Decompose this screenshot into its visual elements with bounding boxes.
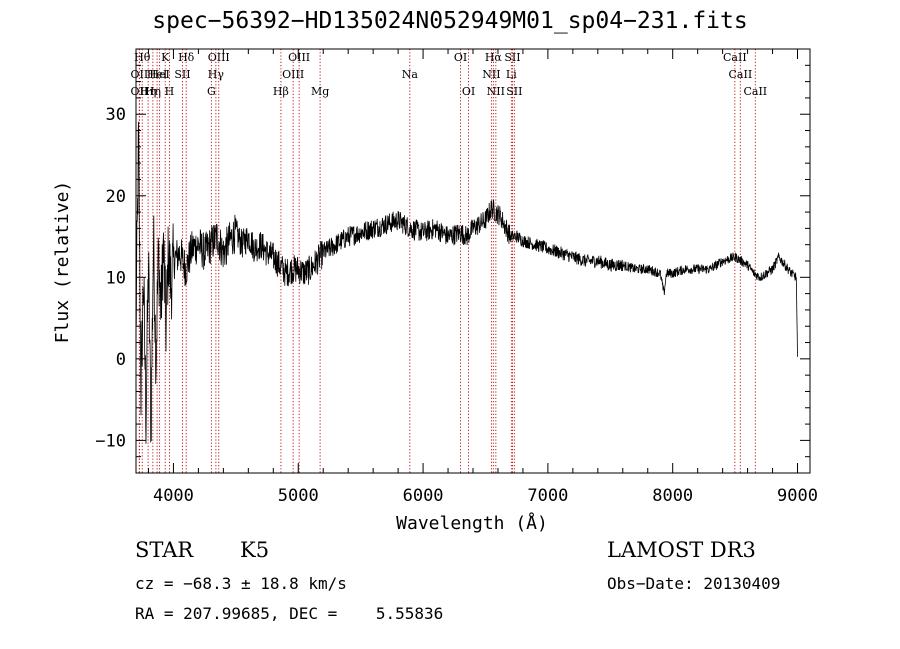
line-label: HeI [149,68,169,81]
chart-title: spec−56392−HD135024N052949M01_sp04−231.f… [152,8,748,34]
object-class: STAR [135,538,194,562]
plot-frame [135,48,811,474]
y-axis-ticks: −10 0 10 20 30 [95,64,810,458]
line-label: G [207,85,216,98]
line-label: Na [402,68,419,81]
y-tick-label: 30 [106,105,126,125]
line-label: Li [506,68,517,81]
y-tick-label: 20 [106,187,126,207]
y-tick-label: 0 [116,350,126,370]
line-label: SII [174,68,190,81]
x-tick-label: 8000 [652,486,693,506]
line-label: Hη [140,85,156,98]
x-axis-ticks: 4000 5000 6000 7000 8000 9000 [147,49,818,506]
object-subclass: K5 [240,538,270,562]
emission-line-markers [138,49,756,473]
x-tick-label: 5000 [278,486,319,506]
y-tick-label: 10 [106,268,126,288]
x-tick-label: 4000 [153,486,194,506]
line-label: Hγ [208,68,225,81]
line-label: OI [462,85,475,98]
x-tick-label: 9000 [777,486,818,506]
redshift-cz: cz = −68.3 ± 18.8 km/s [135,574,347,593]
line-label: NII [482,68,500,81]
survey-name: LAMOST DR3 [607,538,756,562]
line-label: OIII [288,51,310,64]
y-axis-label: Flux (relative) [52,181,73,344]
line-label: SII [504,51,520,64]
observation-date: Obs−Date: 20130409 [607,574,781,593]
x-tick-label: 6000 [403,486,444,506]
spectrum-series [135,121,798,444]
line-label: K [161,51,170,64]
emission-line-labels: OIIOIIHθHηHηHeIHeIKHSIIHδGHγOIIIHβOIIIOI… [131,51,768,98]
spectrum-line [135,121,798,444]
axes [135,48,811,474]
line-label: Hη [145,85,161,98]
line-label: Hδ [178,51,195,64]
line-label: OII [131,68,149,81]
line-label: OII [131,85,149,98]
line-label: NII [487,85,505,98]
line-label: H [165,85,175,98]
x-axis-label: Wavelength (Å) [396,512,548,534]
line-label: Hα [485,51,503,64]
line-label: Hβ [273,85,289,98]
line-label: OI [454,51,467,64]
ra-dec: RA = 207.99685, DEC = 5.55836 [135,604,444,623]
line-label: HeI [147,68,167,81]
line-label: CaII [723,51,747,64]
line-label: OIII [282,68,304,81]
y-tick-label: −10 [95,431,126,451]
line-label: CaII [729,68,753,81]
x-tick-label: 7000 [527,486,568,506]
line-label: Mg [311,85,329,98]
line-label: SII [506,85,522,98]
line-label: CaII [743,85,767,98]
line-label: OIII [208,51,230,64]
line-label: Hθ [134,51,151,64]
